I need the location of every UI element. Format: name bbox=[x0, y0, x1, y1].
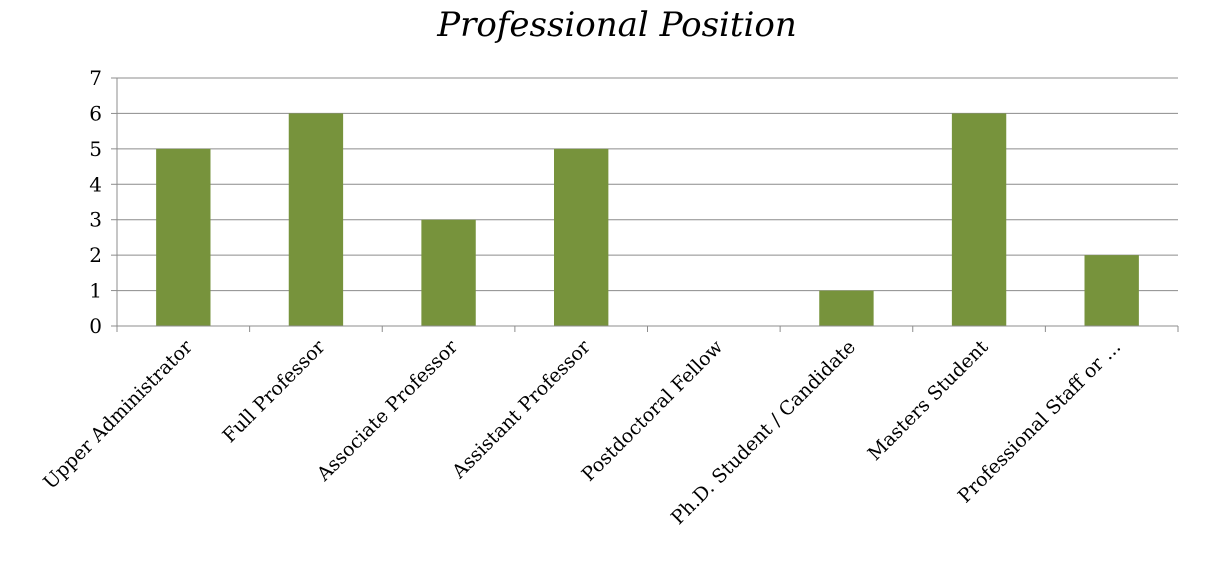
bar bbox=[819, 290, 874, 326]
bar bbox=[553, 148, 609, 326]
y-tick-label: 2 bbox=[89, 243, 102, 267]
y-tick-label: 4 bbox=[89, 172, 102, 196]
bars bbox=[156, 113, 1139, 326]
axes bbox=[111, 77, 1179, 332]
bar bbox=[288, 113, 344, 326]
bar bbox=[156, 148, 211, 326]
y-tick-label: 7 bbox=[89, 66, 102, 90]
bar bbox=[1084, 255, 1139, 326]
x-category-label: Upper Administrator bbox=[39, 335, 197, 493]
y-tick-label: 0 bbox=[89, 314, 102, 338]
x-category-label: Masters Student bbox=[864, 336, 993, 465]
x-axis-labels: Upper Administrator Full ProfessorAssocia… bbox=[39, 335, 1125, 529]
y-axis-ticks: 0 1 2 3 4 5 6 7 bbox=[89, 66, 102, 338]
y-tick-label: 3 bbox=[89, 208, 102, 232]
bar bbox=[421, 219, 476, 326]
bar bbox=[951, 113, 1007, 326]
y-tick-label: 5 bbox=[89, 137, 102, 161]
chart-title: Professional Position bbox=[436, 5, 797, 45]
y-tick-label: 1 bbox=[89, 279, 102, 303]
y-tick-label: 6 bbox=[89, 101, 102, 125]
x-category-label: Associate Professor bbox=[312, 335, 463, 486]
x-category-label: Assistant Professor bbox=[447, 335, 595, 483]
x-category-label: Postdoctoral Fellow bbox=[577, 335, 727, 485]
gridlines bbox=[117, 77, 1178, 292]
x-category-label: Full Professor bbox=[218, 335, 330, 447]
